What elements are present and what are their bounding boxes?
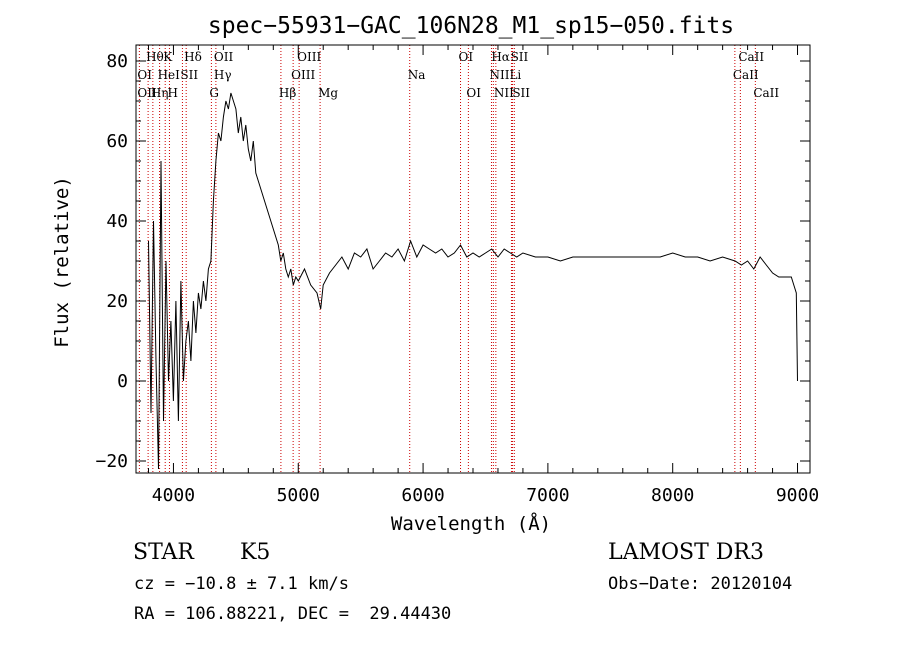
- line-label: Hγ: [214, 68, 232, 82]
- line-label: Hη: [151, 86, 169, 100]
- line-label: CaII: [753, 86, 779, 100]
- line-label: OII: [214, 50, 234, 64]
- line-label: NII: [494, 86, 514, 100]
- y-tick-label: 60: [106, 131, 128, 152]
- y-axis-label: Flux (relative): [51, 176, 73, 348]
- line-label: Hα: [491, 50, 510, 64]
- class-label: STAR: [133, 540, 194, 565]
- y-tick-label: −20: [95, 451, 128, 472]
- line-label: OIII: [297, 50, 321, 64]
- line-label: OIII: [291, 68, 315, 82]
- survey-label: LAMOST DR3: [608, 540, 764, 565]
- y-tick-label: 20: [106, 291, 128, 312]
- line-label: G: [209, 86, 219, 100]
- line-label: SII: [511, 50, 529, 64]
- x-axis-label: Wavelength (Å): [391, 512, 551, 535]
- line-label: OII: [137, 86, 157, 100]
- chart-title: spec−55931−GAC_106N28_M1_sp15−050.fits: [208, 13, 734, 39]
- x-tick-label: 4000: [152, 485, 195, 506]
- line-label: OI: [137, 68, 152, 82]
- x-tick-label: 9000: [776, 485, 819, 506]
- line-label: Hβ: [279, 86, 296, 100]
- line-label: Li: [509, 68, 521, 82]
- line-label: Mg: [318, 86, 338, 100]
- obs-date-text: Obs−Date: 20120104: [608, 574, 793, 594]
- redshift-text: cz = −10.8 ± 7.1 km/s: [134, 574, 349, 594]
- spectrum-line: [148, 92, 798, 470]
- x-tick-label: 8000: [651, 485, 694, 506]
- line-label: Hθ: [146, 50, 164, 64]
- line-markers: [138, 45, 756, 473]
- x-tick-label: 5000: [277, 485, 320, 506]
- y-tick-label: 80: [106, 51, 128, 72]
- line-label: Hδ: [184, 50, 202, 64]
- y-tick-label: 40: [106, 211, 128, 232]
- plot-frame: [135, 44, 811, 474]
- axis-ticks: 4000 5000 6000 7000 8000 9000 −20 0 20 40 60 80: [95, 45, 819, 506]
- x-tick-label: 7000: [526, 485, 569, 506]
- line-label: Na: [408, 68, 426, 82]
- line-label: SII: [512, 86, 530, 100]
- line-label: SII: [180, 68, 198, 82]
- line-label: OI: [459, 50, 474, 64]
- y-tick-label: 0: [117, 371, 128, 392]
- x-tick-label: 6000: [401, 485, 444, 506]
- line-label: NII: [489, 68, 509, 82]
- line-label: CaII: [738, 50, 764, 64]
- subclass-label: K5: [240, 540, 271, 565]
- line-label: HeI: [158, 68, 181, 82]
- line-label: CaII: [733, 68, 759, 82]
- radec-text: RA = 106.88221, DEC = 29.44430: [134, 604, 452, 624]
- line-label: OI: [466, 86, 481, 100]
- line-label: K: [163, 50, 173, 64]
- line-label: H: [167, 86, 177, 100]
